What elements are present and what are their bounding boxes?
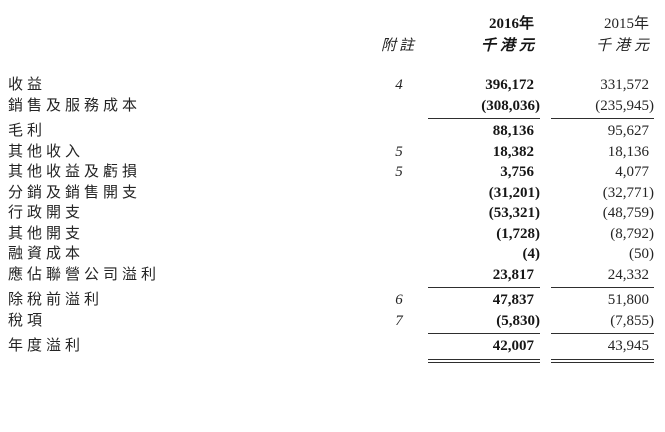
double-underline <box>428 358 540 363</box>
table-header-years: 2016年 2015年 <box>8 13 665 35</box>
table-row: 銷售及服務成本 (308,036) (235,945) <box>8 96 665 117</box>
row-label: 應佔聯營公司溢利 <box>8 266 161 283</box>
row-label: 收益 <box>8 77 47 93</box>
table-row: 其他收入 5 18,382 18,136 <box>8 142 665 163</box>
year-2016-header: 2016年 <box>428 13 540 35</box>
table-row: 其他開支 (1,728) (8,792) <box>8 224 665 245</box>
year-2015-header: 2015年 <box>551 13 654 35</box>
value-2015: (8,792) <box>610 225 654 242</box>
value-2015: (32,771) <box>602 184 654 201</box>
value-2016: 23,817 <box>492 266 534 283</box>
unit-2015-label: 千港元 <box>595 38 653 54</box>
value-2015: 51,800 <box>607 292 649 308</box>
value-2015: (7,855) <box>610 312 654 329</box>
row-label: 年度溢利 <box>8 338 85 354</box>
section-rule-row <box>8 333 665 336</box>
unit-2016-header: 千港元 <box>428 35 540 57</box>
section-rule-row <box>8 358 665 363</box>
year-2016-label: 2016年 <box>488 16 534 32</box>
table-row: 收益 4 396,172 331,572 <box>8 75 665 96</box>
value-2016: (5,830) <box>496 312 540 329</box>
row-label: 除稅前溢利 <box>8 292 104 308</box>
table-row: 毛利 88,136 95,627 <box>8 121 665 142</box>
table-row: 行政開支 (53,321) (48,759) <box>8 203 665 224</box>
single-underline <box>551 287 654 290</box>
unit-2016-label: 千港元 <box>480 38 538 54</box>
table-row: 分銷及銷售開支 (31,201) (32,771) <box>8 183 665 204</box>
single-underline <box>551 333 654 336</box>
value-2016: 396,172 <box>485 77 534 93</box>
row-label: 其他收益及虧損 <box>8 164 142 180</box>
value-2015: 43,945 <box>607 338 649 354</box>
value-2016: 18,382 <box>492 143 534 160</box>
statement-table-body: 收益 4 396,172 331,572 銷售及服務成本 (308,036) (235,94… <box>8 75 665 363</box>
value-2015: 331,572 <box>600 77 649 93</box>
table-row: 年度溢利 42,007 43,945 <box>8 336 665 357</box>
row-note-number: 6 <box>395 292 403 308</box>
table-row: 其他收益及虧損 5 3,756 4,077 <box>8 162 665 183</box>
statement-section: 年度溢利 42,007 43,945 <box>8 336 665 363</box>
row-label: 其他開支 <box>8 225 85 242</box>
value-2016: 88,136 <box>492 123 534 139</box>
value-2016: (4) <box>522 246 541 262</box>
row-label: 稅項 <box>8 312 47 329</box>
table-header-units: 附註 千港元 千港元 <box>8 35 665 57</box>
year-2015-label: 2015年 <box>603 16 649 32</box>
row-note-number: 7 <box>395 312 403 329</box>
row-note-number: 5 <box>395 164 403 180</box>
single-underline <box>428 287 540 290</box>
header-body-spacer <box>8 57 665 75</box>
value-2016: (53,321) <box>488 205 540 221</box>
table-row: 稅項 7 (5,830) (7,855) <box>8 311 665 332</box>
row-label: 其他收入 <box>8 143 85 160</box>
value-2015: (48,759) <box>602 205 654 221</box>
double-underline <box>551 358 654 363</box>
statement-section: 除稅前溢利 6 47,837 51,800 稅項 7 (5,830) (7,855) <box>8 290 665 336</box>
value-2015: (235,945) <box>595 97 654 114</box>
value-2015: 4,077 <box>615 164 649 180</box>
value-2015: 24,332 <box>607 266 649 283</box>
row-label: 分銷及銷售開支 <box>8 184 142 201</box>
row-note-number: 4 <box>395 77 403 93</box>
value-2016: (1,728) <box>496 225 540 242</box>
table-row: 融資成本 (4) (50) <box>8 244 665 265</box>
statement-section: 收益 4 396,172 331,572 銷售及服務成本 (308,036) (235,94… <box>8 75 665 121</box>
row-label: 行政開支 <box>8 205 85 221</box>
value-2016: 47,837 <box>492 292 534 308</box>
value-2015: (50) <box>629 246 654 262</box>
table-row: 應佔聯營公司溢利 23,817 24,332 <box>8 265 665 286</box>
single-underline <box>428 118 540 121</box>
value-2016: (31,201) <box>488 184 540 201</box>
row-label: 毛利 <box>8 123 47 139</box>
row-label: 銷售及服務成本 <box>8 97 142 114</box>
row-label: 融資成本 <box>8 246 85 262</box>
row-note-number: 5 <box>395 143 403 160</box>
statement-section: 毛利 88,136 95,627 其他收入 5 18,382 18,136 其他收益及虧損 5 3… <box>8 121 665 290</box>
value-2016: 3,756 <box>500 164 534 180</box>
single-underline <box>551 118 654 121</box>
value-2016: (308,036) <box>481 97 540 114</box>
value-2015: 95,627 <box>607 123 649 139</box>
unit-2015-header: 千港元 <box>551 35 654 57</box>
table-row: 除稅前溢利 6 47,837 51,800 <box>8 290 665 311</box>
note-column-header: 附註 <box>380 38 417 54</box>
value-2016: 42,007 <box>492 338 534 354</box>
section-rule-row <box>8 287 665 290</box>
value-2015: 18,136 <box>607 143 649 160</box>
section-rule-row <box>8 118 665 121</box>
single-underline <box>428 333 540 336</box>
